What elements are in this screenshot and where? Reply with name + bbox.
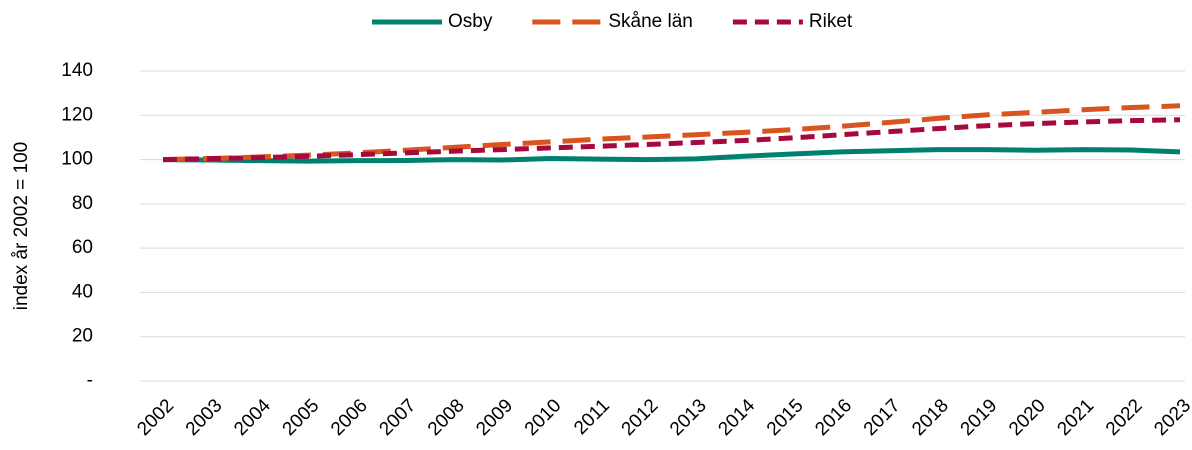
x-tick-label: 2016	[811, 395, 856, 440]
x-tick-label: 2022	[1102, 395, 1147, 440]
x-tick-label: 2009	[472, 395, 517, 440]
x-tick-label: 2005	[279, 395, 324, 440]
x-tick-label: 2020	[1005, 395, 1050, 440]
y-axis-label: index år 2002 = 100	[11, 142, 32, 311]
y-tick-label: 120	[61, 104, 93, 125]
x-tick-label: 2006	[327, 395, 372, 440]
x-tick-label: 2010	[521, 395, 566, 440]
x-tick-label: 2018	[908, 395, 953, 440]
x-tick-label: 2004	[230, 395, 275, 440]
x-tick-label: 2012	[618, 395, 663, 440]
x-tick-label: 2023	[1150, 395, 1192, 440]
x-tick-label: 2002	[133, 395, 178, 440]
x-tick-label: 2014	[714, 395, 759, 440]
y-tick-label: 40	[72, 281, 93, 302]
line-series	[162, 103, 1181, 163]
y-tick-label: 140	[61, 60, 93, 81]
legend-label: Riket	[809, 11, 853, 32]
x-tick-label: 2003	[182, 395, 227, 440]
x-tick-label: 2015	[763, 395, 808, 440]
y-tick-label: 80	[72, 193, 93, 214]
x-tick-label: 2008	[424, 395, 469, 440]
x-tick-label: 2013	[666, 395, 711, 440]
x-tick-label: 2017	[860, 395, 905, 440]
legend-label: Osby	[448, 11, 493, 32]
line-series	[162, 117, 1181, 163]
x-tick-label: 2021	[1053, 395, 1098, 440]
x-tick-label: 2011	[570, 395, 614, 439]
y-tick-label: 20	[72, 326, 93, 347]
y-tick-label: -	[87, 370, 93, 391]
y-tick-label: 100	[61, 149, 93, 170]
line-series	[162, 147, 1181, 164]
legend-label: Skåne län	[608, 11, 693, 32]
x-tick-label: 2019	[957, 395, 1002, 440]
y-tick-label: 60	[72, 237, 93, 258]
x-tick-label: 2007	[375, 395, 420, 440]
